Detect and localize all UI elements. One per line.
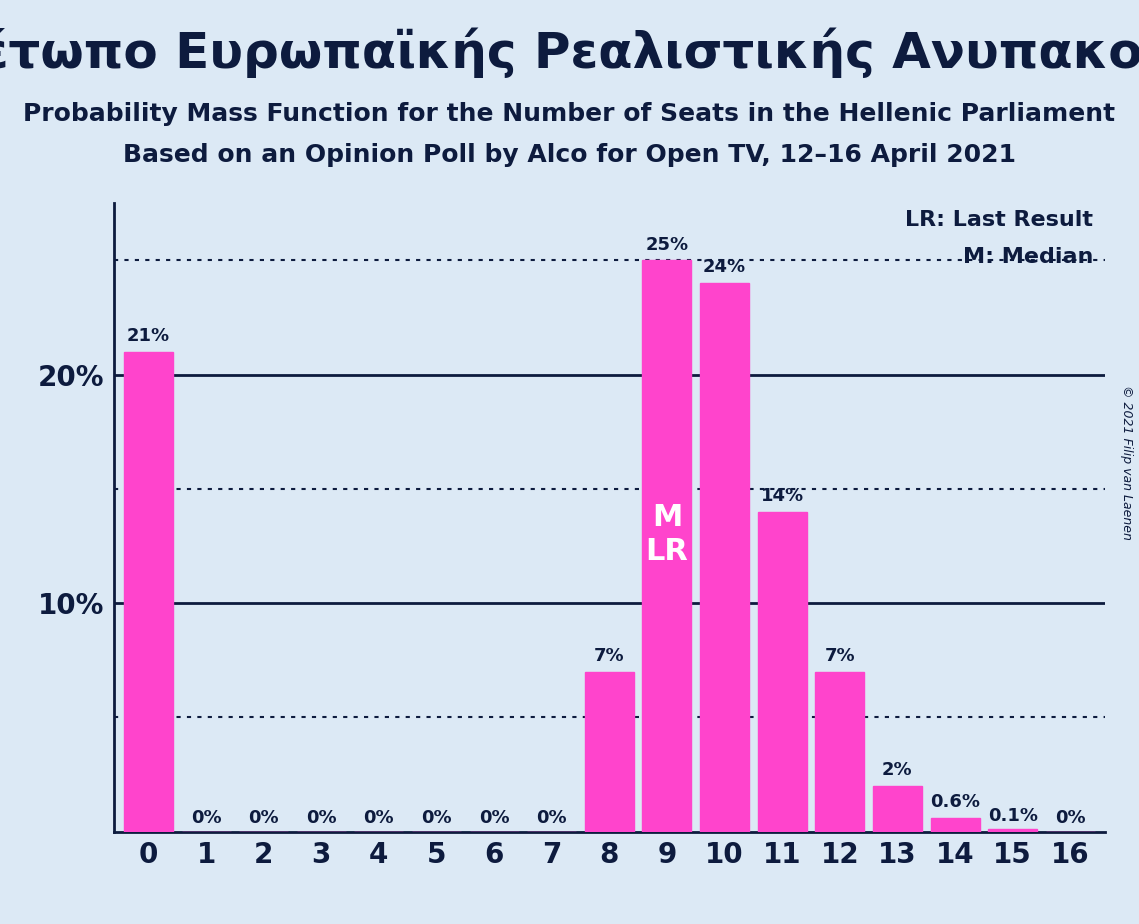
Text: M: Median: M: Median [962, 247, 1093, 267]
Bar [700, 284, 749, 832]
Text: 2%: 2% [882, 761, 912, 779]
Text: 0.1%: 0.1% [988, 807, 1038, 825]
Text: Probability Mass Function for the Number of Seats in the Hellenic Parliament: Probability Mass Function for the Number… [24, 102, 1115, 126]
Text: © 2021 Filip van Laenen: © 2021 Filip van Laenen [1121, 384, 1133, 540]
Text: 14%: 14% [761, 487, 804, 505]
Bar [585, 672, 633, 832]
Bar [124, 352, 173, 832]
Text: 0%: 0% [248, 809, 279, 827]
Text: 0%: 0% [190, 809, 221, 827]
Text: 25%: 25% [646, 236, 689, 253]
Text: LR: Last Result: LR: Last Result [906, 210, 1093, 230]
Text: 7%: 7% [595, 647, 624, 664]
Text: 0%: 0% [421, 809, 452, 827]
Text: 24%: 24% [703, 259, 746, 276]
Text: 0%: 0% [306, 809, 337, 827]
Bar [642, 261, 691, 832]
Bar [757, 512, 806, 832]
Text: Based on an Opinion Poll by Alco for Open TV, 12–16 April 2021: Based on an Opinion Poll by Alco for Ope… [123, 143, 1016, 167]
Text: 7%: 7% [825, 647, 855, 664]
Bar [816, 672, 865, 832]
Text: 0%: 0% [478, 809, 509, 827]
Text: Μέτωπο Ευρωπαϊκής Ρεαλιστικής Ανυπακοής: Μέτωπο Ευρωπαϊκής Ρεαλιστικής Ανυπακοής [0, 28, 1139, 79]
Text: 0%: 0% [536, 809, 567, 827]
Text: 0%: 0% [363, 809, 394, 827]
Bar [989, 830, 1038, 832]
Text: 0.6%: 0.6% [931, 793, 980, 811]
Bar [872, 786, 921, 832]
Text: 21%: 21% [126, 327, 170, 345]
Bar [931, 818, 980, 832]
Text: 0%: 0% [1055, 809, 1085, 827]
Text: M
LR: M LR [646, 504, 688, 565]
